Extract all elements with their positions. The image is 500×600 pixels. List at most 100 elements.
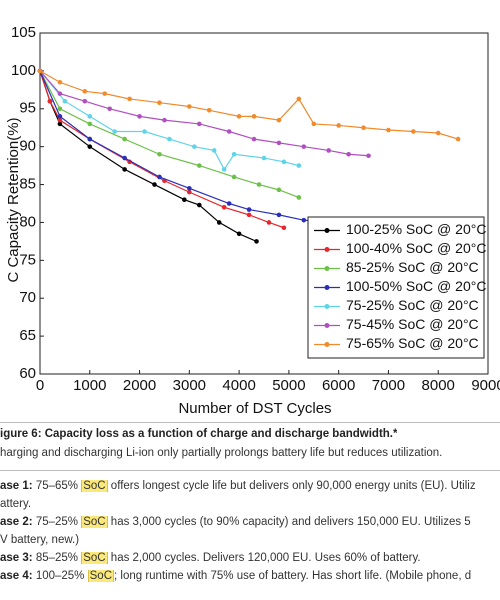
case-line: ase 2: 75–25% SoC has 3,000 cycles (to 9… — [0, 516, 471, 528]
y-tick-label: 70 — [19, 289, 36, 306]
case-label: ase 3: — [0, 552, 33, 564]
data-point — [211, 148, 217, 153]
data-point — [57, 91, 63, 96]
figure-caption: igure 6: Capacity loss as a function of … — [0, 428, 398, 440]
case-text: ; long runtime with 75% use of battery. … — [114, 570, 472, 582]
data-point — [361, 125, 366, 131]
data-point — [57, 114, 63, 119]
data-point — [366, 153, 371, 159]
x-tick-label: 2000 — [123, 377, 156, 394]
highlight-term: SoC — [81, 552, 108, 564]
data-point — [196, 202, 202, 208]
chart: C Capacity Retention(%) Number of DST Cy… — [5, 24, 500, 417]
legend-label: 75-25% SoC @ 20°C — [346, 297, 479, 313]
data-point — [251, 114, 257, 119]
data-point — [122, 136, 127, 142]
highlight-term: SoC — [81, 480, 108, 492]
case-range: 100–25% — [35, 570, 85, 582]
data-point — [216, 220, 222, 225]
legend-label: 100-25% SoC @ 20°C — [346, 221, 486, 237]
data-point — [266, 220, 272, 225]
y-tick-label: 105 — [11, 24, 36, 41]
legend-marker — [324, 285, 330, 290]
data-point — [206, 107, 212, 113]
data-point — [296, 96, 302, 102]
data-point — [102, 91, 108, 96]
legend-marker — [324, 323, 330, 328]
y-tick-label: 65 — [19, 327, 36, 344]
data-point — [196, 121, 202, 127]
data-point — [87, 136, 93, 142]
case-label: ase 4: — [0, 570, 33, 582]
data-point — [37, 68, 43, 74]
data-point — [187, 104, 192, 109]
data-point — [57, 117, 63, 123]
legend-label: 75-65% SoC @ 20°C — [346, 335, 479, 351]
series-line — [39, 70, 257, 242]
highlight-term: SoC — [81, 516, 108, 528]
data-point — [231, 174, 237, 180]
x-tick-label: 8000 — [422, 377, 455, 394]
y-tick-label: 100 — [11, 62, 36, 79]
series-line — [39, 70, 285, 229]
data-point — [82, 89, 88, 94]
data-point — [167, 136, 172, 142]
x-tick-label: 7000 — [372, 377, 405, 394]
data-point — [336, 123, 341, 128]
case-list: ase 1: 75–65% SoC offers longest cycle l… — [0, 480, 500, 600]
data-point — [82, 98, 88, 104]
legend-label: 85-25% SoC @ 20°C — [346, 259, 479, 275]
data-point — [142, 129, 147, 134]
legend-label: 75-45% SoC @ 20°C — [346, 316, 479, 332]
data-point — [276, 140, 282, 146]
data-point — [196, 163, 202, 168]
case-text: offers longest cycle life but delivers o… — [107, 480, 476, 492]
data-point — [87, 114, 93, 119]
series-line — [39, 70, 300, 198]
intro-text: harging and discharging Li-ion only part… — [0, 447, 443, 459]
data-point — [57, 121, 63, 127]
legend: 100-25% SoC @ 20°C 100-40% SoC @ 20°C 85-2… — [307, 216, 486, 359]
case-label: ase 2: — [0, 516, 33, 528]
data-point — [251, 136, 257, 142]
data-point — [122, 155, 127, 161]
case-line: ase 3: 85–25% SoC has 2,000 cycles. Deli… — [0, 552, 421, 564]
case-continuation: attery. — [0, 498, 32, 510]
case-continuation: V battery, new.) — [0, 534, 80, 546]
data-point — [187, 186, 192, 191]
x-tick-label: 3000 — [173, 377, 206, 394]
data-point — [187, 189, 192, 195]
case-range: 85–25% — [35, 552, 79, 564]
series-line — [39, 70, 334, 224]
x-tick-label: 6000 — [322, 377, 355, 394]
case-label: ase 1: — [0, 480, 33, 492]
data-point — [47, 98, 53, 104]
x-tick-label: 4000 — [222, 377, 255, 394]
x-tick-label: 9000 — [471, 377, 500, 394]
legend-marker — [324, 266, 330, 271]
case-text: has 3,000 cycles (to 90% capacity) and d… — [107, 516, 471, 528]
data-point — [346, 151, 351, 157]
y-tick-label: 60 — [19, 365, 36, 382]
data-point — [107, 106, 112, 112]
divider — [0, 470, 500, 471]
data-point — [311, 121, 317, 127]
data-point — [182, 197, 187, 203]
divider — [0, 422, 500, 423]
series-line — [39, 70, 369, 157]
y-axis-label: C Capacity Retention(%) — [5, 117, 22, 282]
legend-marker — [324, 342, 330, 347]
case-line: ase 1: 75–65% SoC offers longest cycle l… — [0, 480, 476, 492]
data-point — [157, 100, 162, 106]
x-axis-label: Number of DST Cycles — [178, 400, 331, 417]
data-point — [301, 217, 307, 223]
data-point — [411, 129, 416, 134]
data-point — [152, 182, 157, 187]
data-point — [254, 239, 259, 244]
legend-marker — [324, 228, 330, 233]
data-point — [87, 121, 93, 127]
case-range: 75–25% — [35, 516, 79, 528]
y-tick-label: 75 — [19, 251, 36, 268]
data-point — [276, 117, 282, 123]
